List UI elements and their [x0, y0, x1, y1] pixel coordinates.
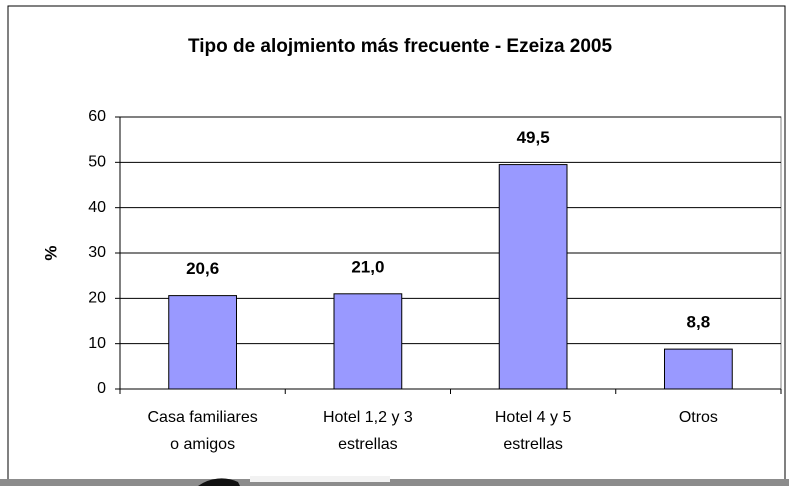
bar	[498, 164, 568, 390]
y-tick-label: 20	[88, 290, 106, 307]
bar	[663, 348, 733, 390]
taskbar-strip	[0, 479, 789, 486]
y-tick-label: 50	[88, 154, 106, 171]
bar	[168, 295, 238, 390]
bar	[333, 293, 403, 390]
value-label: 49,5	[517, 128, 550, 147]
x-tick-label: Otros	[678, 409, 718, 426]
y-tick-label: 30	[88, 244, 106, 261]
chart-title: Tipo de alojmiento más frecuente - Ezeiz…	[188, 36, 613, 57]
y-axis-label: %	[41, 245, 60, 260]
y-tick-label: 60	[88, 108, 106, 125]
y-tick-label: 0	[97, 380, 106, 397]
value-label: 21,0	[351, 257, 384, 276]
x-tick-label: Hotel 4 y 5 estrellas	[494, 409, 572, 453]
x-tick-label: Casa familiares o amigos	[147, 409, 258, 453]
value-label: 20,6	[186, 259, 219, 278]
x-tick-label: Hotel 1,2 y 3 estrellas	[322, 409, 413, 453]
value-label: 8,8	[687, 313, 711, 332]
y-tick-label: 10	[88, 335, 106, 352]
round-icon	[198, 478, 240, 486]
window-tab	[250, 476, 390, 482]
y-tick-label: 40	[88, 199, 106, 216]
